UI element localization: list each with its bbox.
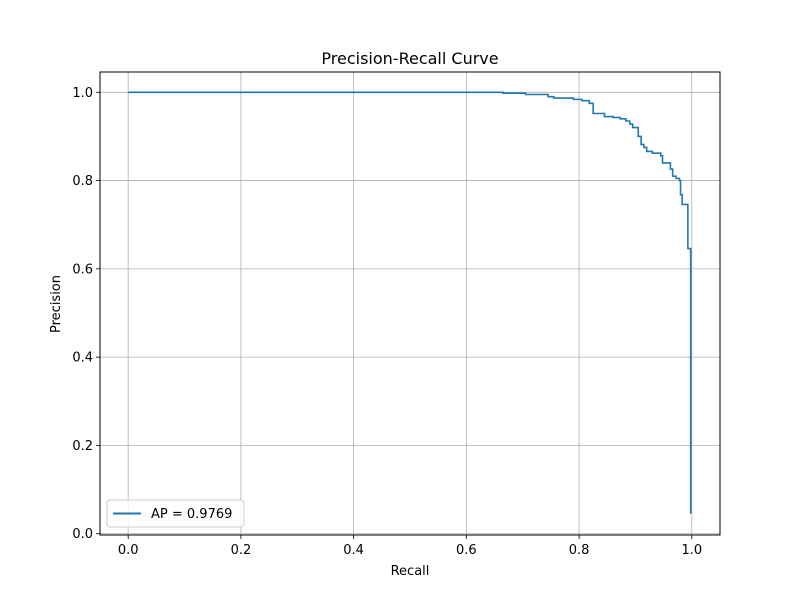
x-tick-label: 0.0	[118, 543, 139, 558]
plot-area-frame	[99, 71, 721, 536]
y-tick-label: 0.4	[72, 351, 93, 366]
x-tick-label: 0.6	[456, 543, 477, 558]
x-tick-label: 0.2	[231, 543, 252, 558]
chart-title: Precision-Recall Curve	[321, 49, 498, 68]
x-axis-label: Recall	[391, 564, 430, 579]
x-tick-label: 0.8	[569, 543, 590, 558]
x-axis-ticks: 0.0 0.2 0.4 0.6 0.8 1.0	[118, 535, 702, 558]
y-tick-label: 1.0	[72, 86, 93, 101]
series-line-group	[128, 91, 692, 514]
grid-lines	[100, 72, 720, 535]
legend: AP = 0.9769	[106, 499, 245, 528]
y-axis-label: Precision	[49, 275, 64, 333]
y-tick-label: 0.0	[72, 527, 93, 542]
x-tick-label: 0.4	[343, 543, 364, 558]
y-tick-label: 0.6	[72, 262, 93, 277]
y-tick-label: 0.8	[72, 174, 93, 189]
y-axis-ticks: 0.0 0.2 0.4 0.6 0.8 1.0	[72, 86, 100, 542]
series-line	[128, 91, 692, 514]
legend-box	[106, 499, 245, 528]
legend-entry-label: AP = 0.9769	[151, 507, 232, 522]
x-tick-label: 1.0	[681, 543, 702, 558]
y-tick-label: 0.2	[72, 439, 93, 454]
